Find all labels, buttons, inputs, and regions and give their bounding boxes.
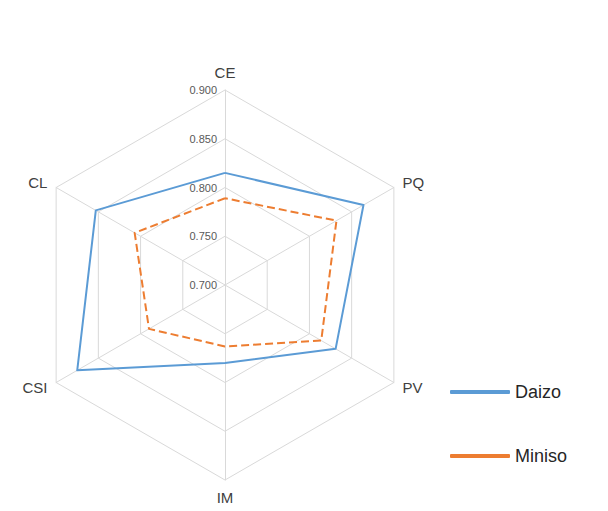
svg-text:0.850: 0.850 [189,133,217,145]
svg-text:0.800: 0.800 [189,182,217,194]
svg-text:CSI: CSI [22,379,47,396]
svg-text:0.900: 0.900 [189,84,217,96]
svg-text:Miniso: Miniso [515,446,567,466]
svg-text:PV: PV [403,379,423,396]
svg-text:Daizo: Daizo [515,382,561,402]
svg-text:CL: CL [28,174,47,191]
svg-text:CE: CE [215,64,236,81]
svg-text:0.750: 0.750 [189,230,217,242]
svg-text:IM: IM [217,489,234,506]
svg-text:PQ: PQ [403,174,425,191]
svg-text:0.700: 0.700 [189,279,217,291]
